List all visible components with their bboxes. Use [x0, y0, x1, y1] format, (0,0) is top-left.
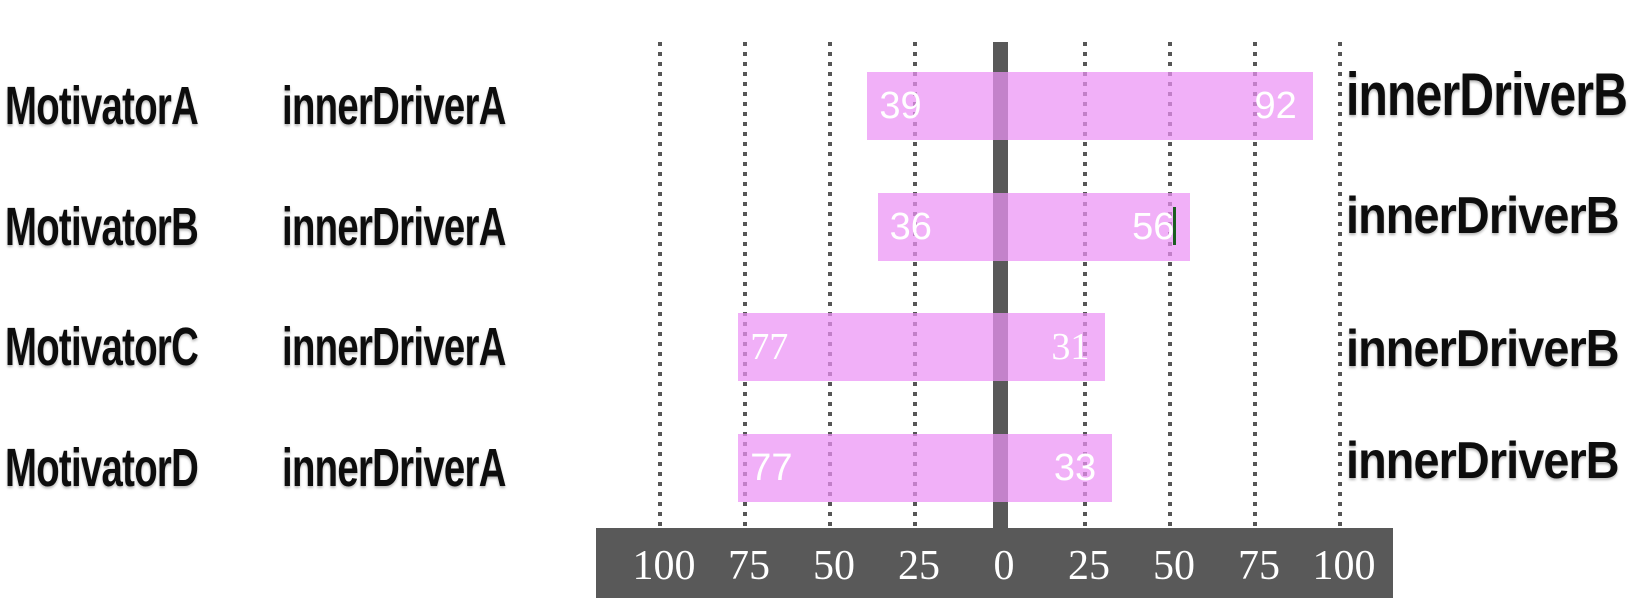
bar-value-right[interactable]: 92: [1254, 85, 1297, 127]
bar-segment[interactable]: [877, 193, 1191, 261]
gridline-dotted: [743, 42, 747, 528]
motivator-label[interactable]: MotivatorB: [5, 197, 199, 257]
gridline-dotted: [828, 42, 832, 528]
bar-segment[interactable]: [738, 313, 1106, 381]
gridline-dotted: [658, 42, 662, 528]
bar-value-right[interactable]: 56: [1132, 206, 1175, 248]
zero-axis-line: [993, 42, 1008, 528]
text-cursor: [1173, 207, 1177, 245]
inner-driver-a-label[interactable]: innerDriverA: [282, 438, 506, 498]
axis-tick-label: 50: [813, 543, 855, 589]
inner-driver-a-label[interactable]: innerDriverA: [282, 317, 506, 377]
axis-tick-label: 25: [898, 543, 940, 589]
gridline-dotted: [913, 42, 917, 528]
bar-value-left[interactable]: 77: [750, 326, 789, 368]
gridline-dotted: [1253, 42, 1257, 528]
motivator-label[interactable]: MotivatorD: [5, 438, 199, 498]
inner-driver-a-label[interactable]: innerDriverA: [282, 197, 506, 257]
inner-driver-b-label[interactable]: innerDriverB: [1346, 61, 1628, 128]
bar-value-left[interactable]: 36: [889, 206, 932, 248]
axis-tick-label: 75: [728, 543, 770, 589]
x-axis-bar: 100 75 50 25 0 25 50 75 100: [596, 528, 1393, 598]
gridline-dotted: [1338, 42, 1342, 528]
motivator-label[interactable]: MotivatorA: [5, 76, 199, 136]
bar-segment[interactable]: [738, 434, 1113, 502]
bar-segment[interactable]: [867, 72, 1313, 140]
bar-value-right[interactable]: 31: [1051, 326, 1090, 368]
axis-tick-label: 50: [1153, 543, 1195, 589]
bar-value-left[interactable]: 39: [879, 85, 922, 127]
gridline-dotted: [1083, 42, 1087, 528]
bar-value-left[interactable]: 77: [750, 447, 793, 489]
inner-driver-b-label[interactable]: innerDriverB: [1346, 432, 1620, 490]
axis-tick-label: 100: [632, 543, 696, 589]
motivator-label[interactable]: MotivatorC: [5, 317, 199, 377]
inner-driver-b-label[interactable]: innerDriverB: [1346, 187, 1620, 245]
bar-value-right[interactable]: 33: [1053, 447, 1097, 489]
axis-tick-label: 75: [1238, 543, 1280, 589]
inner-driver-a-label[interactable]: innerDriverA: [282, 76, 506, 136]
axis-tick-label: 0: [993, 543, 1015, 589]
gridline-dotted: [1168, 42, 1172, 528]
inner-driver-b-label[interactable]: innerDriverB: [1346, 320, 1620, 378]
axis-tick-label: 100: [1312, 543, 1376, 589]
axis-tick-label: 25: [1068, 543, 1110, 589]
